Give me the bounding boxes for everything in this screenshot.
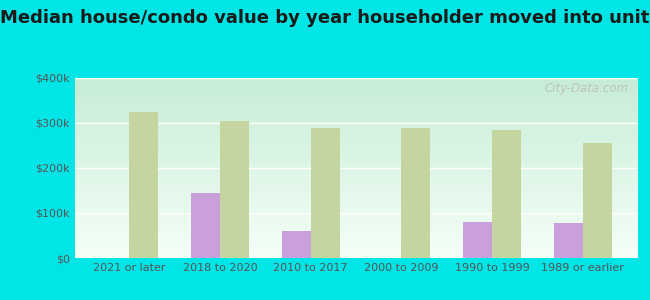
Bar	[554, 223, 582, 258]
Bar	[311, 128, 339, 258]
Bar	[281, 231, 311, 258]
Text: Median house/condo value by year householder moved into unit: Median house/condo value by year househo…	[0, 9, 650, 27]
Bar	[401, 128, 430, 258]
Bar	[582, 143, 612, 258]
Bar	[492, 130, 521, 258]
Bar	[191, 193, 220, 258]
Text: City-Data.com: City-Data.com	[545, 82, 629, 94]
Bar	[463, 222, 492, 258]
Bar	[129, 112, 158, 258]
Bar	[220, 121, 249, 258]
